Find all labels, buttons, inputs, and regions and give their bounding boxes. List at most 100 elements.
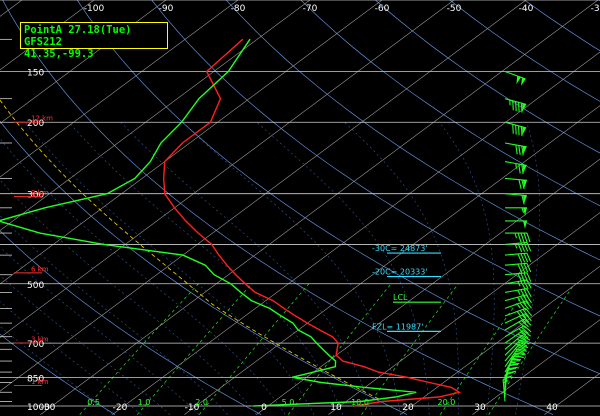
- pressure-tick: 1000: [27, 403, 50, 413]
- barb-flag: [523, 242, 529, 252]
- barb-flag: [520, 242, 526, 252]
- barb-flag: [520, 331, 529, 339]
- barb-staff: [502, 379, 506, 402]
- sounding-traces: [0, 38, 462, 407]
- mixing-ratio-label: 0.5: [87, 398, 100, 407]
- sounding-point: [211, 244, 213, 245]
- barb-flag: [523, 280, 529, 290]
- barb-flag: [517, 348, 527, 352]
- barb-flag: [506, 370, 517, 374]
- barb-staff: [504, 272, 527, 276]
- wind-barb: [502, 375, 513, 402]
- bottom-temp-tick: -20: [113, 403, 128, 413]
- barb-flag: [515, 352, 526, 356]
- barb-half-flag: [516, 303, 521, 309]
- level-label: FZL= 11987': [372, 322, 423, 331]
- barb-flag: [523, 232, 528, 243]
- pressure-tick: 200: [27, 119, 44, 129]
- level-label: LCL: [393, 293, 408, 302]
- moist-adiabats: [0, 121, 540, 415]
- barb-staff: [504, 313, 526, 324]
- sounding-point: [272, 300, 274, 301]
- moist-adiabat: [0, 275, 171, 415]
- sounding-point: [244, 283, 246, 285]
- axis-ticks: -100-90-80-70-60-50-40-30-30-20-10010203…: [14, 4, 600, 413]
- barb-staff: [504, 318, 525, 331]
- mixing-ratio-label: 2.0: [195, 398, 208, 407]
- sounding-point: [319, 329, 321, 331]
- sounding-point: [322, 348, 324, 350]
- barb-flag: [526, 252, 532, 263]
- barb-flag: [517, 253, 523, 263]
- top-temp-tick: -50: [447, 4, 462, 14]
- wind-barb: [504, 294, 532, 305]
- barb-flag: [520, 263, 526, 273]
- sounding-point: [220, 98, 221, 100]
- sounding-point: [227, 71, 229, 72]
- bottom-temp-tick: -10: [185, 403, 200, 413]
- barb-staff: [504, 241, 527, 245]
- mixing-ratio-label: 20.0: [437, 398, 455, 407]
- barb-flag: [512, 100, 514, 111]
- height-tick: 1 km: [31, 378, 49, 386]
- sounding-point: [316, 342, 317, 344]
- sounding-point: [320, 382, 322, 383]
- barb-flag: [525, 308, 533, 317]
- sounding-point: [226, 264, 228, 266]
- mixing-ratio-line: [439, 283, 531, 415]
- sounding-point: [291, 376, 293, 378]
- sounding-point: [185, 220, 187, 222]
- barb-flag: [521, 179, 525, 190]
- dry-adiabat: [0, 230, 262, 415]
- barb-staff: [504, 279, 527, 285]
- sounding-point: [360, 401, 361, 402]
- level-label: -20C= 20333': [372, 268, 428, 277]
- sounding-point: [292, 322, 294, 324]
- barb-staff: [504, 343, 520, 362]
- isotherm-line: [256, 158, 600, 415]
- moist-adiabat: [256, 121, 430, 415]
- barb-staff: [504, 339, 521, 356]
- moist-adiabat: [515, 122, 540, 415]
- barb-flag: [515, 125, 517, 135]
- sounding-point: [354, 405, 355, 407]
- barb-flag: [517, 333, 527, 341]
- barb-flag: [504, 371, 515, 376]
- sounding-point: [335, 360, 336, 362]
- sounding-point: [451, 387, 452, 388]
- wind-barb: [504, 348, 527, 368]
- barb-half-flag: [517, 289, 521, 296]
- barb-pennant: [522, 146, 527, 155]
- barb-flag: [526, 272, 532, 282]
- top-temp-tick: -40: [519, 4, 534, 14]
- pressure-tick: 300: [27, 191, 44, 201]
- level-label: -30C= 24873': [372, 244, 428, 253]
- sounding-point: [106, 193, 108, 195]
- height-tick: 9 km: [31, 189, 49, 197]
- barb-flag: [506, 367, 517, 371]
- sounding-point: [378, 371, 379, 373]
- barb-flag: [518, 145, 521, 155]
- sounding-point: [328, 354, 330, 356]
- barb-half-flag: [517, 296, 521, 302]
- sounding-point: [181, 121, 183, 123]
- wind-barb: [504, 98, 527, 113]
- sounding-point: [164, 193, 166, 195]
- pressure-tick: 700: [27, 340, 44, 350]
- wind-barb: [504, 300, 533, 311]
- barb-half-flag: [515, 163, 517, 169]
- barb-flag: [518, 341, 528, 347]
- barb-flag: [521, 195, 525, 205]
- sounding-point: [310, 336, 312, 338]
- wind-barb: [504, 325, 532, 338]
- sounding-point: [182, 142, 183, 144]
- barb-half-flag: [509, 99, 511, 106]
- wind-barb: [504, 262, 532, 273]
- dry-adiabat: [300, 0, 600, 207]
- bottom-temp-tick: -30: [41, 403, 56, 413]
- sounding-point: [253, 405, 255, 407]
- barb-pennant: [522, 164, 527, 173]
- barb-flag: [520, 126, 523, 137]
- barb-flag: [524, 313, 532, 322]
